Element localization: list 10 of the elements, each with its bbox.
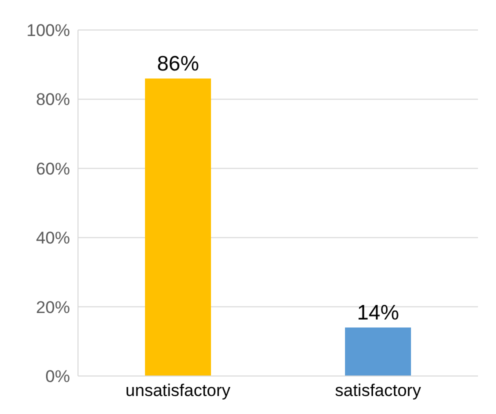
y-tick-label: 100% — [26, 21, 70, 40]
x-tick-label: satisfactory — [335, 381, 422, 400]
y-tick-label: 60% — [36, 159, 70, 178]
x-tick-label: unsatisfactory — [126, 381, 231, 400]
data-label: 86% — [156, 52, 200, 76]
y-tick-label: 80% — [36, 90, 70, 110]
y-tick-label: 40% — [36, 228, 70, 248]
y-tick-label: 0% — [45, 367, 70, 386]
data-label: 14% — [356, 302, 400, 325]
y-tick-label: 20% — [36, 298, 70, 317]
